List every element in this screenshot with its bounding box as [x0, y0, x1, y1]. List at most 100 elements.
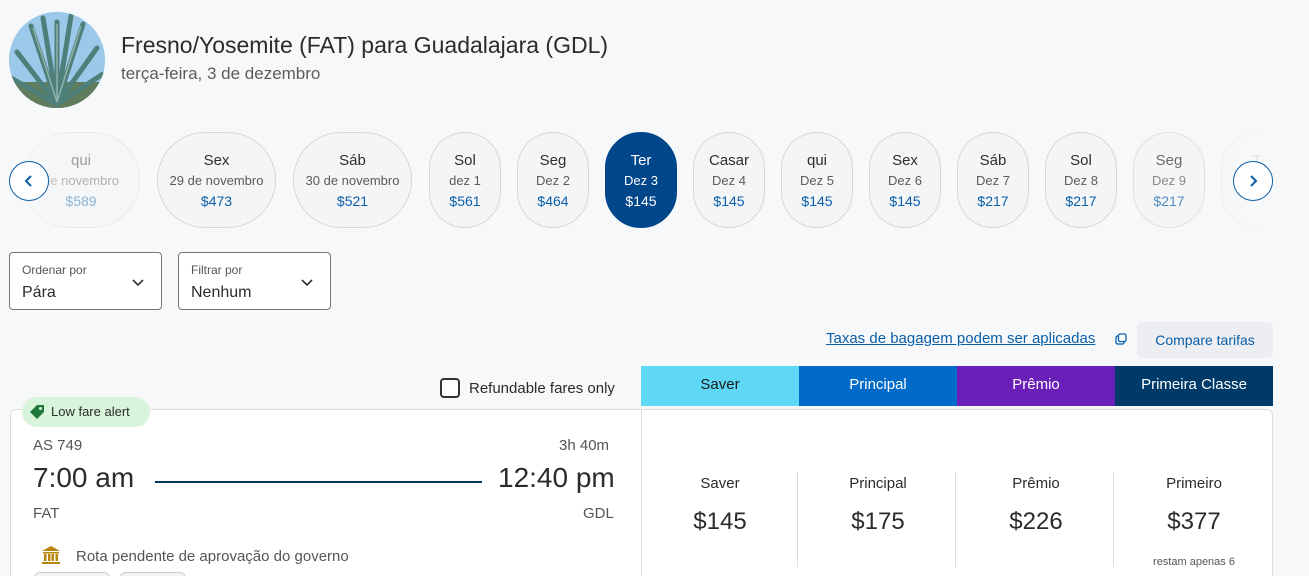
day-name: Sáb — [339, 152, 366, 169]
day-pill[interactable]: Sol dez 1 $561 — [429, 132, 501, 228]
chevron-down-icon — [132, 279, 144, 287]
destination-code: GDL — [583, 505, 614, 522]
day-pill[interactable]: Seg Dez 2 $464 — [517, 132, 589, 228]
government-building-icon — [42, 546, 60, 564]
day-price: $217 — [977, 193, 1009, 209]
day-price: $217 — [1153, 193, 1185, 209]
day-price: $217 — [1065, 193, 1097, 209]
fare-option-principal[interactable]: Principal $175 — [799, 410, 957, 576]
flight-duration: 3h 40m — [559, 437, 610, 454]
fare-option-primeiro[interactable]: Primeiro $377 restam apenas 6 — [1115, 410, 1273, 576]
fare-name: Saver — [700, 475, 740, 492]
day-date: Dez 7 — [976, 173, 1010, 188]
fare-name: Primeiro — [1166, 475, 1222, 492]
day-date: Dez 2 — [536, 173, 570, 188]
price-tag-icon — [30, 405, 44, 419]
day-price: $561 — [449, 193, 481, 209]
fare-price: $175 — [851, 508, 905, 535]
fare-price: $226 — [1009, 508, 1063, 535]
chevron-left-icon — [24, 175, 32, 187]
day-date: Dez 6 — [888, 173, 922, 188]
day-pill[interactable]: Sáb Dez 7 $217 — [957, 132, 1029, 228]
fare-name: Prêmio — [1012, 475, 1060, 492]
day-name: Seg — [1155, 152, 1183, 169]
day-name: Seg — [539, 152, 567, 169]
filter-dropdown[interactable]: Filtrar por Nenhum — [178, 252, 331, 310]
day-pill[interactable]: Sex Dez 6 $145 — [869, 132, 941, 228]
day-date: 30 de novembro — [305, 173, 400, 188]
fare-header-saver[interactable]: Saver — [641, 366, 799, 406]
day-name: qui — [70, 152, 92, 169]
carousel-next-button[interactable] — [1233, 161, 1273, 201]
low-fare-text: Low fare alert — [51, 404, 130, 419]
filter-label: Filtrar por — [191, 263, 243, 277]
day-price: $145 — [889, 193, 921, 209]
day-pill-selected[interactable]: Ter Dez 3 $145 — [605, 132, 677, 228]
day-date: 29 de novembro — [169, 173, 264, 188]
government-approval-notice: Rota pendente de aprovação do governo — [76, 548, 349, 565]
departure-time: 7:00 am — [33, 462, 135, 493]
fare-option-saver[interactable]: Saver $145 — [641, 410, 799, 576]
day-name: Sáb — [979, 152, 1007, 169]
refundable-label: Refundable fares only — [469, 380, 615, 397]
day-date: Dez 3 — [624, 173, 658, 188]
fare-header-primeira-classe[interactable]: Primeira Classe — [1115, 366, 1273, 406]
day-pill[interactable]: Sáb 30 de novembro $521 — [293, 132, 412, 228]
day-name: Sex — [892, 152, 918, 169]
flight-number: AS 749 — [33, 437, 83, 454]
day-pill[interactable]: Casar Dez 4 $145 — [693, 132, 765, 228]
compare-fares-button[interactable]: Compare tarifas — [1137, 322, 1273, 358]
day-price: $145 — [625, 193, 657, 209]
day-pill[interactable]: Sex 29 de novembro $473 — [157, 132, 276, 228]
day-date: Dez 5 — [800, 173, 834, 188]
fare-name: Principal — [849, 475, 907, 492]
day-price: $589 — [65, 193, 97, 209]
date-carousel: qui de novembro $589 Sex 29 de novembro … — [0, 130, 1309, 230]
sort-dropdown[interactable]: Ordenar por Pára — [9, 252, 162, 310]
origin-code: FAT — [33, 505, 60, 522]
amenity-tag — [120, 572, 186, 576]
fare-option-premio[interactable]: Prêmio $226 — [957, 410, 1115, 576]
fare-separator — [797, 472, 798, 567]
day-name: qui — [806, 152, 828, 169]
day-pill[interactable]: Seg Dez 9 $217 — [1133, 132, 1205, 228]
day-price: $521 — [336, 193, 369, 209]
flight-card — [10, 409, 1273, 576]
low-fare-badge: Low fare alert — [22, 397, 150, 427]
day-name: Casar — [708, 152, 749, 169]
agave-plant-icon — [9, 12, 105, 108]
arrival-time: 12:40 pm — [498, 462, 615, 493]
refundable-checkbox[interactable] — [440, 378, 460, 398]
day-name: Sex — [203, 152, 230, 169]
bag-fees-link[interactable]: Taxas de bagagem podem ser aplicadas — [826, 330, 1096, 347]
day-name: Ter — [630, 152, 652, 169]
day-date: dez 1 — [449, 173, 481, 188]
card-divider — [641, 410, 642, 576]
day-pill[interactable]: Sol Dez 8 $217 — [1045, 132, 1117, 228]
carousel-prev-button[interactable] — [9, 161, 49, 201]
fare-header-premio[interactable]: Prêmio — [957, 366, 1115, 406]
day-price: $145 — [801, 193, 833, 209]
day-price: $464 — [537, 193, 569, 209]
fare-separator — [955, 472, 956, 567]
day-price: $145 — [713, 193, 745, 209]
destination-photo — [9, 12, 105, 108]
day-price: $473 — [200, 193, 233, 209]
flight-path-line — [155, 481, 482, 483]
day-name: Sol — [454, 152, 476, 169]
day-name: Sol — [1070, 152, 1092, 169]
chevron-down-icon — [301, 279, 313, 287]
fare-header-principal[interactable]: Principal — [799, 366, 957, 406]
fare-seats-left: restam apenas 6 — [1153, 556, 1235, 568]
filter-value: Nenhum — [191, 284, 252, 301]
day-date: Dez 9 — [1152, 173, 1186, 188]
sort-label: Ordenar por — [22, 263, 87, 277]
fare-separator — [1113, 472, 1114, 567]
external-link-icon — [1115, 333, 1127, 345]
page-title: Fresno/Yosemite (FAT) para Guadalajara (… — [121, 32, 609, 58]
fare-price: $145 — [693, 508, 747, 535]
day-date: Dez 4 — [712, 173, 746, 188]
chevron-right-icon — [1250, 175, 1258, 187]
travel-date: terça-feira, 3 de dezembro — [121, 64, 321, 83]
day-pill[interactable]: qui Dez 5 $145 — [781, 132, 853, 228]
